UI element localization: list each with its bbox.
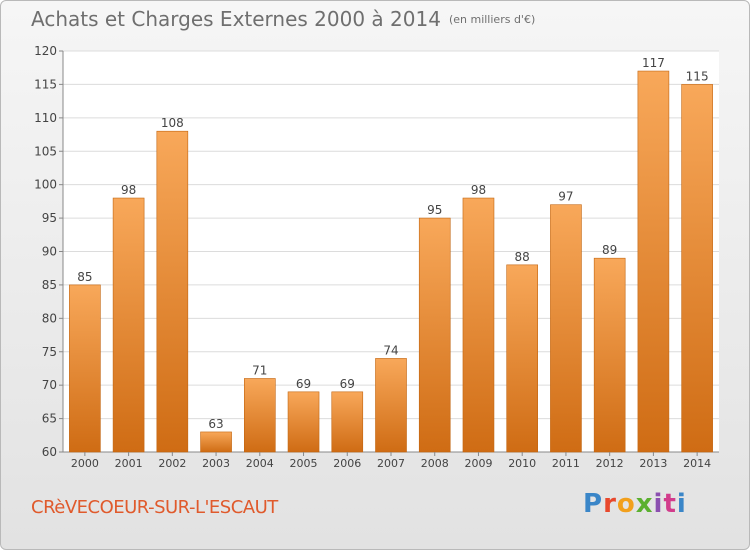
logo-letter: P [583, 489, 604, 519]
data-label: 69 [340, 377, 355, 391]
logo-letter: i [653, 489, 664, 519]
data-label: 88 [515, 250, 530, 264]
data-label: 74 [383, 343, 398, 357]
bar [506, 264, 539, 453]
bar [637, 70, 670, 453]
bar [287, 391, 320, 453]
bar [69, 284, 101, 453]
x-tick-label: 2012 [596, 457, 624, 470]
logo-letter: x [635, 489, 654, 519]
y-tick-label: 70 [42, 378, 57, 392]
bar [550, 204, 582, 453]
chart-unit: (en milliers d'€) [448, 13, 536, 26]
x-tick-label: 2014 [683, 457, 711, 470]
chart-title: Achats et Charges Externes 2000 à 2014 (e… [31, 7, 535, 31]
bar [156, 130, 189, 453]
data-label: 71 [252, 363, 267, 377]
y-tick-label: 60 [42, 445, 57, 459]
y-tick-label: 100 [34, 178, 57, 192]
y-tick-label: 115 [34, 77, 57, 91]
y-tick-label: 105 [34, 144, 57, 158]
data-label: 85 [77, 270, 92, 284]
y-tick-label: 65 [42, 412, 57, 426]
bar [418, 217, 451, 453]
data-label: 98 [471, 183, 486, 197]
data-label: 89 [602, 243, 617, 257]
bar [244, 378, 276, 453]
y-tick-label: 95 [42, 211, 57, 225]
x-tick-label: 2002 [158, 457, 186, 470]
x-tick-label: 2013 [639, 457, 667, 470]
y-tick-label: 120 [34, 44, 57, 58]
bar [593, 257, 626, 453]
x-tick-label: 2008 [421, 457, 449, 470]
data-label: 108 [161, 116, 184, 130]
x-tick-label: 2011 [552, 457, 580, 470]
x-tick-label: 2006 [333, 457, 361, 470]
x-tick-label: 2001 [115, 457, 143, 470]
logo-letter: o [616, 489, 636, 519]
data-label: 95 [427, 203, 442, 217]
x-tick-label: 2010 [508, 457, 536, 470]
bar [681, 84, 713, 453]
logo-letter: r [603, 489, 617, 519]
y-tick-label: 80 [42, 311, 57, 325]
bar [200, 431, 232, 453]
commune-name: CRèVECOEUR-SUR-L'ESCAUT [31, 497, 278, 518]
bar [331, 391, 364, 453]
y-tick-label: 90 [42, 245, 57, 259]
bar [375, 358, 407, 453]
data-label: 98 [121, 183, 136, 197]
x-tick-label: 2004 [246, 457, 274, 470]
y-tick-label: 110 [34, 111, 57, 125]
y-tick-label: 85 [42, 278, 57, 292]
x-tick-label: 2005 [290, 457, 318, 470]
y-tick-label: 75 [42, 345, 57, 359]
proxiti-logo[interactable]: Proxiti [583, 489, 687, 519]
chart-title-text: Achats et Charges Externes 2000 à 2014 [31, 7, 441, 31]
data-label: 97 [558, 190, 573, 204]
x-tick-label: 2000 [71, 457, 99, 470]
data-label: 63 [208, 417, 223, 431]
data-label: 117 [642, 56, 665, 70]
bar [462, 197, 495, 453]
logo-letter: t [663, 489, 677, 519]
data-label: 115 [686, 69, 709, 83]
bar [112, 197, 145, 453]
x-tick-label: 2003 [202, 457, 230, 470]
logo-letter: i [676, 489, 687, 519]
data-label: 69 [296, 377, 311, 391]
x-tick-label: 2009 [464, 457, 492, 470]
x-tick-label: 2007 [377, 457, 405, 470]
